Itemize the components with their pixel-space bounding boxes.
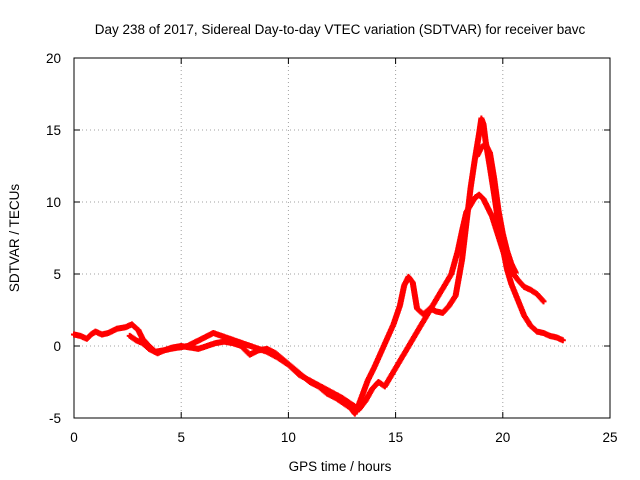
- series-1: [126, 191, 547, 413]
- series-markers: [126, 191, 547, 413]
- chart-title: Day 238 of 2017, Sidereal Day-to-day VTE…: [95, 22, 586, 37]
- y-tick-label: 0: [53, 339, 61, 354]
- y-tick-label: 10: [46, 195, 61, 210]
- y-tick-label: -5: [49, 411, 61, 426]
- x-tick-label: 0: [70, 430, 78, 445]
- axis-ticks: 0 5 10 15 20 25 -5 0 5 10 15 20: [46, 51, 618, 445]
- plot-frame: [73, 57, 611, 419]
- data-markers: [71, 115, 566, 417]
- x-axis-label: GPS time / hours: [289, 459, 392, 474]
- y-tick-label: 20: [46, 51, 61, 66]
- x-tick-label: 10: [281, 430, 296, 445]
- x-tick-label: 5: [177, 430, 185, 445]
- y-tick-label: 5: [53, 267, 61, 282]
- series-2: [474, 141, 519, 276]
- x-tick-label: 15: [388, 430, 403, 445]
- x-tick-label: 20: [495, 430, 510, 445]
- x-tick-label: 25: [602, 430, 617, 445]
- series-markers: [474, 141, 519, 276]
- grid: [74, 58, 610, 418]
- y-axis-label: SDTVAR / TECUs: [7, 184, 22, 293]
- y-tick-label: 15: [46, 123, 61, 138]
